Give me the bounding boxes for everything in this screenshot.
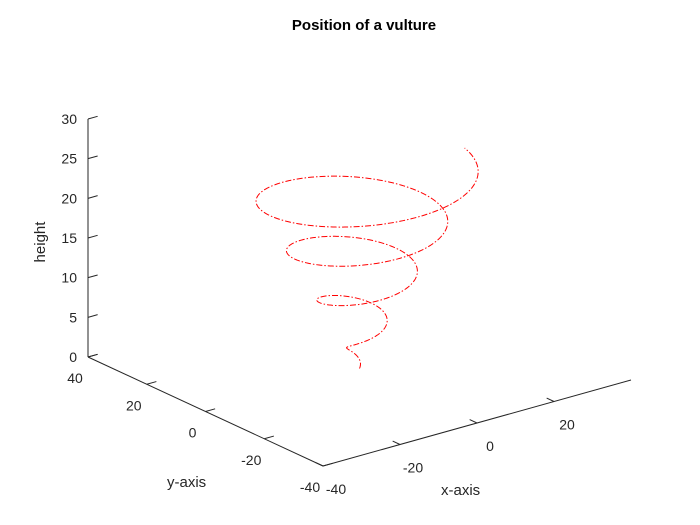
y-tick-label: -20	[241, 452, 261, 468]
tick-marks	[87, 115, 555, 467]
z-tick-label: 10	[61, 270, 77, 286]
z-tick-label: 0	[69, 349, 77, 365]
z-axis-label: height	[32, 221, 49, 263]
x-tick-label: 0	[486, 438, 494, 454]
tick-labels: -40 -20 0 20 -40 -20 0 20 40 0 5 10 15 20 25 30	[61, 111, 575, 497]
y-tick-label: 20	[126, 397, 142, 413]
y-tick-mark	[205, 408, 216, 412]
series-line	[255, 147, 479, 369]
z-tick-label: 15	[61, 230, 77, 246]
z-tick-mark	[87, 274, 98, 279]
z-tick-label: 5	[69, 309, 77, 325]
y-tick-label: 40	[67, 370, 83, 386]
z-tick-mark	[87, 155, 98, 160]
z-tick-label: 30	[61, 111, 77, 127]
x-tick-label: -40	[326, 481, 346, 497]
x-tick-label: 20	[559, 417, 575, 433]
y-tick-label: 0	[189, 425, 197, 441]
z-tick-mark	[87, 115, 98, 120]
z-tick-label: 20	[61, 190, 77, 206]
chart-title: Position of a vulture	[292, 17, 436, 34]
y-tick-mark	[264, 435, 275, 440]
z-tick-mark	[87, 195, 98, 199]
z-tick-mark	[87, 314, 98, 318]
x-tick-mark	[469, 419, 478, 424]
y-tick-mark	[146, 381, 157, 385]
x-axis-label: x-axis	[441, 482, 480, 499]
x-tick-label: -20	[403, 460, 423, 476]
y-tick-mark	[322, 462, 333, 467]
series-group	[255, 147, 479, 369]
x-tick-mark	[392, 440, 401, 445]
z-tick-mark	[87, 234, 98, 239]
y-axis-label: y-axis	[167, 474, 206, 491]
x-tick-mark	[546, 397, 555, 402]
z-tick-label: 25	[61, 151, 77, 167]
z-tick-mark	[87, 353, 98, 358]
x-tick-mark	[315, 462, 324, 467]
y-tick-label: -40	[300, 479, 320, 495]
